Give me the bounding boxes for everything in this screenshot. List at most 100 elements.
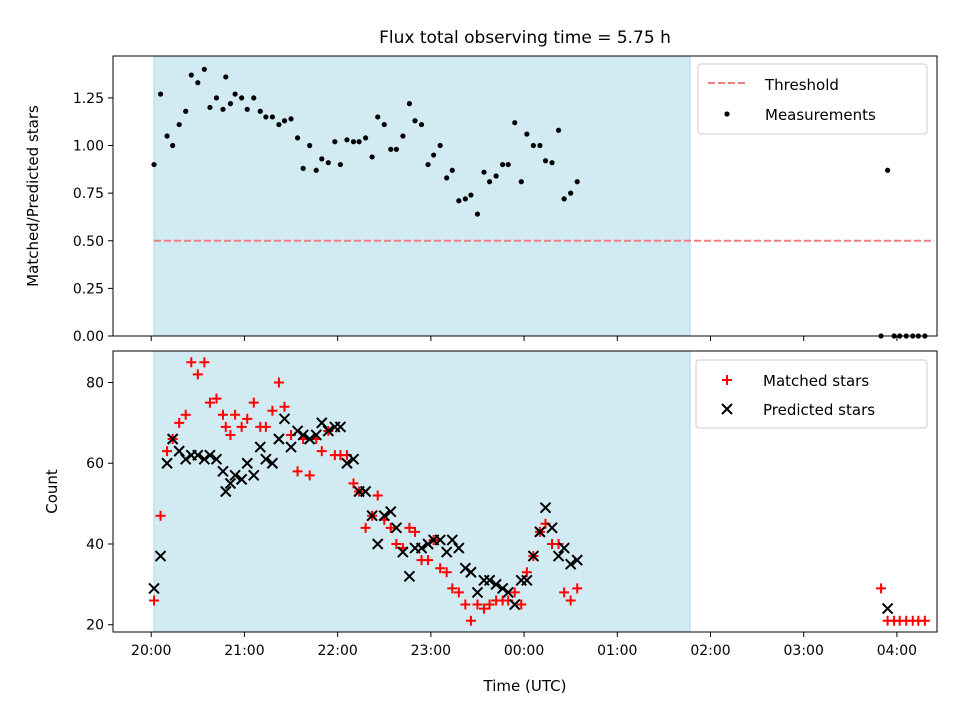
measurement-point xyxy=(444,175,450,181)
measurement-point xyxy=(350,139,357,145)
measurement-point xyxy=(325,160,331,166)
predicted-star-point xyxy=(248,469,260,482)
measurement-point xyxy=(537,142,543,149)
measurement-point xyxy=(281,118,288,124)
axes-frame xyxy=(112,350,938,633)
predicted-star-point xyxy=(453,542,465,554)
predicted-star-point xyxy=(397,546,409,558)
matched-star-point xyxy=(180,409,191,420)
measurement-point xyxy=(170,142,176,149)
matched-star-point xyxy=(516,599,527,610)
predicted-star-point xyxy=(341,457,353,469)
predicted-star-point xyxy=(273,433,285,445)
x-tick-label: 03:00 xyxy=(784,643,824,659)
legend-frame xyxy=(695,359,928,429)
x-tick-label: 21:00 xyxy=(224,643,264,659)
measurement-point xyxy=(201,66,207,72)
matched-star-point xyxy=(211,393,222,404)
matched-star-point xyxy=(521,567,532,578)
matched-star-point xyxy=(348,478,359,489)
measurement-point xyxy=(555,127,562,133)
measurement-point xyxy=(412,118,418,124)
predicted-star-point xyxy=(422,538,434,550)
predicted-star-point xyxy=(204,449,216,461)
measurement-point xyxy=(213,95,220,101)
measurement-point xyxy=(307,142,313,149)
predicted-star-point xyxy=(303,433,316,445)
measurement-point xyxy=(263,114,269,120)
figure-title: Flux total observing time = 5.75 h xyxy=(379,28,671,48)
matched-star-point xyxy=(242,413,253,424)
matched-star-point xyxy=(447,583,458,594)
predicted-star-point xyxy=(254,441,266,453)
predicted-star-point xyxy=(291,425,304,437)
matched-star-point xyxy=(204,397,215,408)
predicted-star-point xyxy=(210,453,223,465)
measurement-point xyxy=(183,108,189,114)
y-tick-label: 0.00 xyxy=(73,329,104,345)
matched-star-point xyxy=(404,522,415,533)
predicted-star-point xyxy=(285,441,297,453)
matched-star-point xyxy=(192,369,203,380)
y-tick-label: 40 xyxy=(86,537,104,553)
x-tick-label: 23:00 xyxy=(411,643,451,659)
predicted-star-point xyxy=(496,582,509,595)
matched-star-point xyxy=(509,587,520,598)
legend-matched-label: Matched stars xyxy=(763,372,869,390)
measurement-point xyxy=(164,133,170,139)
predicted-star-point xyxy=(161,457,173,469)
matched-star-point xyxy=(155,510,166,521)
predicted-star-point xyxy=(359,485,372,498)
legend-measurement-label: Measurements xyxy=(765,106,876,124)
measurement-point xyxy=(344,137,350,143)
predicted-star-point xyxy=(403,570,416,582)
predicted-star-point xyxy=(446,534,459,546)
legend-threshold-label: Threshold xyxy=(764,76,839,94)
predicted-star-point xyxy=(347,453,360,465)
matched-star-point xyxy=(465,615,476,626)
predicted-star-point xyxy=(173,445,185,457)
matched-star-point xyxy=(553,538,564,549)
predicted-star-point xyxy=(334,421,347,433)
predicted-star-point xyxy=(527,550,540,562)
measurement-point xyxy=(269,114,275,120)
predicted-star-point xyxy=(440,546,453,558)
predicted-star-point xyxy=(490,578,502,591)
legend-predicted-swatch xyxy=(721,403,733,415)
predicted-star-point xyxy=(385,505,397,518)
predicted-star-point xyxy=(471,586,484,599)
measurement-point xyxy=(462,196,468,202)
measurement-point xyxy=(530,142,536,149)
matched-star-point xyxy=(423,555,434,566)
matched-star-point xyxy=(273,377,284,388)
measurement-point xyxy=(393,146,399,152)
y-tick-label: 0.25 xyxy=(73,281,104,297)
matched-star-point xyxy=(472,599,483,610)
predicted-star-point xyxy=(154,550,167,562)
matched-star-point xyxy=(919,615,930,626)
predicted-star-point xyxy=(509,598,521,611)
predicted-star-point xyxy=(564,558,577,570)
legend: Threshold Measurements xyxy=(697,63,928,135)
predicted-star-point xyxy=(390,522,403,534)
measurement-point xyxy=(369,154,375,160)
legend-matched-swatch xyxy=(722,375,732,385)
matched-star-point xyxy=(149,595,160,606)
matched-star-point xyxy=(236,421,247,432)
measurement-point xyxy=(418,121,425,128)
y-tick-label: 1.25 xyxy=(73,91,104,107)
measurement-point xyxy=(176,121,182,128)
predicted-star-point xyxy=(198,453,211,465)
measurement-point xyxy=(549,160,555,166)
measurement-point xyxy=(223,74,229,80)
measurement-point xyxy=(486,179,493,185)
predicted-star-point xyxy=(179,453,192,465)
matched-star-point xyxy=(372,490,383,501)
x-tick-label: 02:00 xyxy=(690,643,730,659)
measurement-point xyxy=(276,121,282,128)
matched-star-point xyxy=(460,599,471,610)
x-tick-label: 22:00 xyxy=(317,643,357,659)
matched-star-point xyxy=(484,599,495,610)
measurement-point xyxy=(425,161,431,168)
